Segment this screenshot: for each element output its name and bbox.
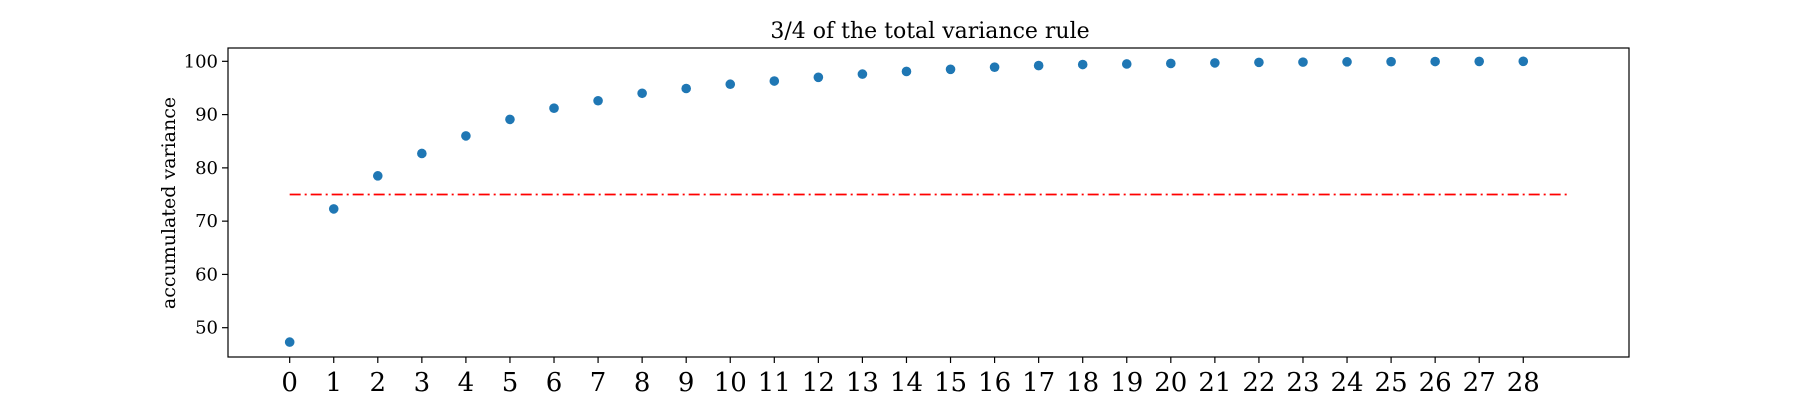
data-point — [769, 76, 780, 86]
y-ticks: 50 60 70 80 90 100 — [184, 51, 228, 339]
data-point — [1166, 58, 1176, 69]
x-tick-label: 13 — [846, 368, 879, 398]
points-layer — [284, 56, 1529, 347]
x-tick-label: 12 — [802, 368, 835, 398]
data-point — [681, 83, 691, 94]
data-point — [1033, 60, 1044, 71]
data-point — [505, 114, 515, 125]
data-point — [989, 62, 1000, 72]
x-tick-label: 21 — [1198, 368, 1231, 398]
x-tick-label: 10 — [714, 368, 747, 398]
x-tick-label: 3 — [414, 368, 431, 398]
x-tick-label: 26 — [1419, 368, 1452, 398]
y-tick-label: 80 — [195, 158, 218, 179]
data-point — [1077, 59, 1088, 70]
data-point — [461, 131, 471, 141]
data-point — [1386, 56, 1396, 67]
y-tick-label: 70 — [195, 211, 218, 232]
x-tick-label: 6 — [546, 368, 563, 398]
data-point — [637, 88, 647, 99]
x-tick-label: 15 — [934, 368, 967, 398]
data-point — [417, 148, 427, 159]
x-tick-label: 0 — [281, 368, 298, 398]
data-point — [1121, 59, 1132, 69]
plot-frame — [227, 47, 1630, 358]
y-tick-label: 90 — [195, 105, 218, 126]
y-tick-label: 100 — [184, 51, 218, 72]
x-tick-label: 20 — [1154, 368, 1187, 398]
y-tick-label: 50 — [195, 318, 218, 339]
x-tick-label: 17 — [1022, 368, 1055, 398]
x-tick-label: 28 — [1507, 368, 1540, 398]
x-tick-label: 16 — [978, 368, 1011, 398]
x-tick-label: 25 — [1375, 368, 1408, 398]
data-point — [1518, 56, 1529, 67]
data-point — [1210, 58, 1220, 68]
data-point — [1474, 56, 1485, 67]
x-tick-label: 4 — [458, 368, 475, 398]
data-point — [725, 79, 736, 90]
chart-title: 3/4 of the total variance rule — [770, 19, 1089, 44]
data-point — [328, 204, 339, 214]
data-point — [857, 69, 868, 79]
x-tick-label: 24 — [1330, 368, 1363, 398]
data-point — [284, 337, 295, 347]
x-tick-label: 14 — [890, 368, 923, 398]
x-tick-label: 18 — [1066, 368, 1099, 398]
x-tick-label: 27 — [1463, 368, 1496, 398]
x-tick-label: 22 — [1242, 368, 1275, 398]
x-tick-label: 11 — [758, 368, 791, 398]
y-axis-label: accumulated variance — [158, 97, 180, 309]
y-tick-label: 60 — [195, 264, 218, 285]
x-tick-label: 2 — [370, 368, 387, 398]
x-tick-label: 1 — [325, 368, 342, 398]
x-tick-label: 7 — [590, 368, 607, 398]
x-tick-label: 8 — [634, 368, 651, 398]
x-tick-label: 5 — [502, 368, 519, 398]
data-point — [901, 66, 912, 77]
data-point — [1342, 57, 1352, 67]
data-point — [1298, 57, 1308, 67]
data-point — [593, 95, 603, 106]
x-ticks: 0 1 2 3 4 5 6 7 8 9 10 11 12 13 14 15 16 17 18 19 20 21 22 23 24… — [281, 357, 1540, 398]
data-point — [813, 72, 824, 83]
x-tick-label: 23 — [1286, 368, 1319, 398]
x-tick-label: 9 — [678, 368, 695, 398]
data-point — [945, 64, 956, 75]
data-point — [372, 171, 383, 181]
data-point — [1430, 56, 1440, 67]
x-tick-label: 19 — [1110, 368, 1143, 398]
data-point — [1254, 57, 1264, 68]
data-point — [549, 103, 559, 114]
